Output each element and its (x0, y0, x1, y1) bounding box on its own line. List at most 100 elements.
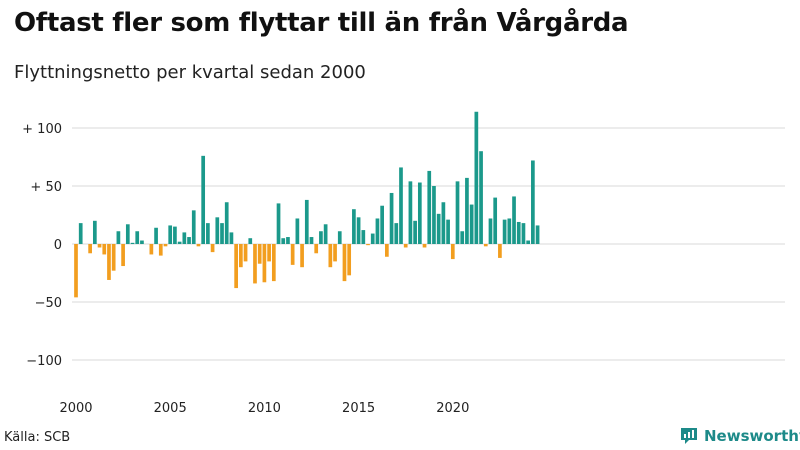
bar (422, 244, 427, 248)
bar (309, 237, 314, 244)
chart-title: Oftast fler som flyttar till än från Vår… (14, 8, 629, 38)
chart-subtitle: Flyttningsnetto per kvartal sedan 2000 (14, 62, 366, 83)
bar (450, 244, 455, 260)
bar (177, 241, 182, 244)
bar (295, 218, 300, 244)
x-tick-label: 2015 (342, 401, 375, 416)
bar (441, 202, 446, 244)
bar (107, 244, 111, 280)
bar (474, 111, 479, 244)
x-axis-labels: 2000 2005 2010 2015 2020 (59, 401, 469, 416)
bar (262, 244, 267, 283)
bar (394, 223, 399, 244)
bar (465, 177, 469, 244)
bar (229, 232, 234, 244)
bar (347, 244, 352, 276)
bar (314, 244, 319, 254)
bar (116, 231, 121, 244)
bar (375, 218, 380, 244)
bar (427, 170, 432, 244)
bar (168, 225, 173, 244)
bar (361, 230, 366, 244)
bar (97, 244, 102, 248)
y-tick-label: −100 (26, 354, 62, 369)
bar (158, 244, 163, 256)
bar (111, 244, 116, 271)
bar (356, 217, 361, 244)
bar (88, 244, 92, 254)
bar (512, 196, 516, 244)
bar (239, 244, 243, 268)
bar (130, 242, 135, 244)
bars (74, 111, 540, 298)
bar (507, 218, 512, 244)
bar (526, 240, 531, 244)
bar (276, 203, 281, 244)
bar (149, 244, 154, 255)
bar (479, 151, 483, 244)
bar (408, 181, 413, 244)
bar (516, 221, 521, 244)
bar (253, 244, 257, 284)
bar (366, 244, 370, 246)
y-axis-labels: + 100 + 50 0 −50 −100 (22, 122, 62, 369)
bar (121, 244, 125, 267)
bar (403, 244, 408, 248)
bar (140, 240, 144, 244)
bar (493, 197, 498, 244)
bar (286, 237, 290, 244)
bar (290, 244, 295, 265)
bar (342, 244, 347, 282)
bar (413, 220, 417, 244)
bar (328, 244, 333, 268)
bar (196, 244, 201, 247)
bar (215, 217, 220, 244)
bar (102, 244, 107, 255)
bar (319, 231, 323, 244)
x-tick-label: 2000 (59, 401, 92, 416)
bar (92, 220, 97, 244)
bar (488, 218, 493, 244)
bar (163, 244, 168, 247)
brand-name: Newsworthy (704, 427, 800, 445)
y-tick-label: + 100 (22, 122, 62, 137)
bar (370, 233, 375, 244)
bar (125, 224, 130, 244)
bar (304, 199, 309, 244)
bar (385, 244, 389, 257)
bar (74, 244, 78, 298)
x-tick-label: 2020 (436, 401, 469, 416)
bar (502, 219, 507, 244)
bar (460, 231, 465, 244)
brand-logo: Newsworthy (680, 427, 800, 445)
bar (78, 223, 83, 244)
bar (399, 167, 403, 244)
bar (191, 210, 196, 244)
bar (498, 244, 502, 258)
bar (248, 238, 253, 244)
bar (352, 209, 356, 244)
bar (531, 160, 535, 244)
newsworthy-logo-icon (681, 428, 697, 444)
bar (535, 225, 540, 244)
bar (187, 237, 191, 244)
bar (436, 213, 441, 244)
y-tick-label: + 50 (30, 180, 62, 195)
bar (271, 244, 276, 282)
y-tick-label: 0 (54, 238, 62, 253)
bar (182, 232, 187, 244)
y-tick-label: −50 (35, 296, 62, 311)
bar (323, 224, 328, 244)
x-tick-label: 2005 (154, 401, 187, 416)
bar (455, 181, 460, 244)
x-tick-label: 2010 (248, 401, 281, 416)
bar (154, 227, 158, 244)
bar (380, 205, 384, 244)
source-note: Källa: SCB (4, 430, 71, 445)
bar (220, 223, 224, 244)
bar (417, 182, 422, 244)
bar (257, 244, 262, 264)
bar (521, 223, 526, 244)
bar (206, 223, 210, 244)
